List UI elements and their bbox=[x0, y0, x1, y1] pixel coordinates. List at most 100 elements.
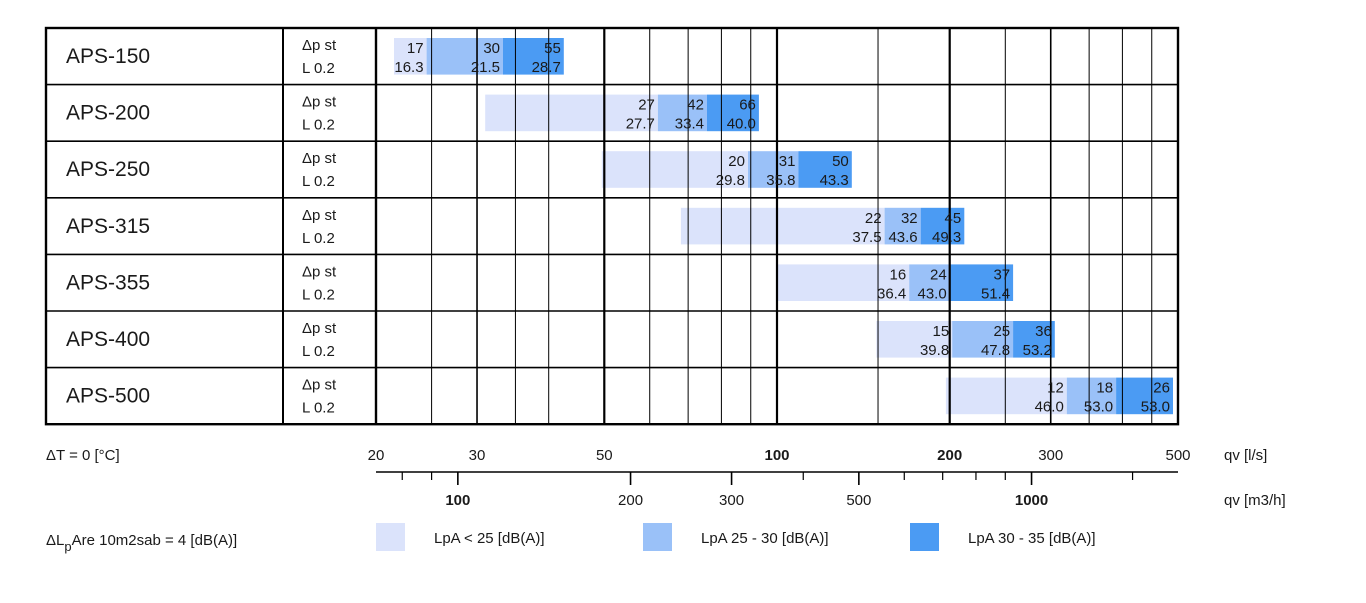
row-model-label: APS-500 bbox=[66, 385, 150, 408]
segment-dp-value: 27 bbox=[638, 97, 655, 114]
row-param-l: L 0.2 bbox=[302, 60, 335, 77]
row-param-l: L 0.2 bbox=[302, 117, 335, 134]
axes-layer: 20 30 50 100 200 300 500 qv [l/s] 100 200 300 500 10… bbox=[368, 447, 1286, 509]
ls-tick-label: 30 bbox=[469, 447, 486, 464]
segment-dp-value: 42 bbox=[687, 97, 704, 114]
bar-segment-aps-500-1 bbox=[945, 377, 1067, 415]
row-param-dp: Δp st bbox=[302, 94, 337, 111]
segment-dp-value: 31 bbox=[779, 153, 796, 170]
row-param-dp: Δp st bbox=[302, 207, 337, 224]
bar-segment-aps-500-3 bbox=[1116, 377, 1173, 415]
ls-tick-label: 200 bbox=[937, 447, 962, 464]
segment-labels-layer: 17 16.3 30 21.5 55 28.7 27 27.7 42 33.4 66 40.0 20 29… bbox=[394, 40, 1170, 416]
segment-l-value: 43.3 bbox=[820, 172, 849, 189]
segment-dp-value: 22 bbox=[865, 210, 882, 227]
segment-l-value: 37.5 bbox=[852, 229, 881, 246]
row-param-l: L 0.2 bbox=[302, 343, 335, 360]
range-bars-layer bbox=[394, 38, 1173, 415]
table-border bbox=[44, 26, 1180, 426]
segment-l-value: 43.0 bbox=[917, 285, 946, 302]
m3h-axis-unit: qv [m3/h] bbox=[1224, 492, 1286, 509]
row-model-label: APS-355 bbox=[66, 271, 150, 294]
row-param-dp: Δp st bbox=[302, 377, 337, 394]
bar-segment-aps-400-1 bbox=[876, 321, 953, 358]
table-frame bbox=[44, 26, 1180, 426]
bar-segment-aps-150-2 bbox=[426, 38, 504, 75]
segment-dp-value: 50 bbox=[832, 153, 849, 170]
segment-dp-value: 15 bbox=[932, 323, 949, 340]
row-param-l: L 0.2 bbox=[302, 400, 335, 417]
bar-segment-aps-315-1 bbox=[680, 207, 885, 245]
row-param-dp: Δp st bbox=[302, 150, 337, 167]
segment-l-value: 16.3 bbox=[394, 59, 423, 76]
row-param-dp: Δp st bbox=[302, 320, 337, 337]
legend-swatch-1 bbox=[376, 523, 405, 551]
legend-label-2: LpA 25 - 30 [dB(A)] bbox=[701, 530, 829, 547]
bar-segment-aps-200-1 bbox=[485, 94, 658, 132]
row-model-label: APS-200 bbox=[66, 102, 150, 125]
segment-l-value: 33.4 bbox=[675, 116, 704, 133]
bar-segment-aps-150-1 bbox=[394, 38, 427, 75]
legend-label-1: LpA < 25 [dB(A)] bbox=[434, 530, 545, 547]
ls-tick-label: 300 bbox=[1038, 447, 1063, 464]
bar-segment-aps-315-3 bbox=[920, 207, 965, 245]
bar-segment-aps-250-3 bbox=[798, 151, 852, 188]
bar-segment-aps-200-2 bbox=[657, 94, 707, 132]
bar-segment-aps-355-1 bbox=[777, 264, 910, 301]
legend-label-3: LpA 30 - 35 [dB(A)] bbox=[968, 530, 1096, 547]
segment-l-value: 49.3 bbox=[932, 229, 961, 246]
delta-lp-label: ΔLpAre 10m2sab = 4 [dB(A)] bbox=[46, 532, 237, 554]
m3h-tick-label: 200 bbox=[618, 492, 643, 509]
segment-dp-value: 66 bbox=[739, 97, 756, 114]
row-model-label: APS-250 bbox=[66, 158, 150, 181]
bar-segment-aps-355-2 bbox=[909, 264, 950, 301]
segment-l-value: 29.8 bbox=[716, 172, 745, 189]
segment-dp-value: 18 bbox=[1096, 380, 1113, 397]
footer-layer: ΔT = 0 [°C] ΔLpAre 10m2sab = 4 [dB(A)] bbox=[46, 447, 237, 554]
segment-l-value: 21.5 bbox=[471, 59, 500, 76]
row-param-l: L 0.2 bbox=[302, 286, 335, 303]
legend-swatch-2 bbox=[643, 523, 672, 551]
bar-segment-aps-150-3 bbox=[503, 38, 564, 75]
m3h-tick-label: 100 bbox=[445, 492, 470, 509]
m3h-tick-label: 300 bbox=[719, 492, 744, 509]
row-model-label: APS-150 bbox=[66, 45, 150, 68]
segment-dp-value: 17 bbox=[407, 40, 424, 57]
segment-l-value: 35.8 bbox=[766, 172, 795, 189]
segment-l-value: 27.7 bbox=[626, 116, 655, 133]
ls-tick-label: 20 bbox=[368, 447, 385, 464]
bar-segment-aps-250-1 bbox=[601, 151, 748, 188]
segment-dp-value: 37 bbox=[993, 266, 1010, 283]
segment-dp-value: 20 bbox=[728, 153, 745, 170]
segment-l-value: 53.0 bbox=[1141, 399, 1170, 416]
segment-dp-value: 30 bbox=[483, 40, 500, 57]
row-param-dp: Δp st bbox=[302, 263, 337, 280]
segment-dp-value: 26 bbox=[1153, 380, 1170, 397]
row-labels-layer: APS-150 Δp st L 0.2 APS-200 Δp st L 0.2 APS-25… bbox=[66, 37, 337, 417]
row-param-dp: Δp st bbox=[302, 37, 337, 54]
ls-tick-label: 500 bbox=[1165, 447, 1190, 464]
row-param-l: L 0.2 bbox=[302, 173, 335, 190]
row-param-l: L 0.2 bbox=[302, 230, 335, 247]
segment-l-value: 39.8 bbox=[920, 342, 949, 359]
segment-dp-value: 16 bbox=[890, 266, 907, 283]
segment-dp-value: 45 bbox=[945, 210, 962, 227]
m3h-tick-label: 500 bbox=[846, 492, 871, 509]
segment-l-value: 53.2 bbox=[1023, 342, 1052, 359]
row-model-label: APS-400 bbox=[66, 328, 150, 351]
segment-l-value: 46.0 bbox=[1035, 399, 1064, 416]
row-model-label: APS-315 bbox=[66, 215, 150, 238]
segment-l-value: 40.0 bbox=[727, 116, 756, 133]
bar-segment-aps-315-2 bbox=[884, 207, 921, 245]
bar-segment-aps-400-2 bbox=[952, 321, 1014, 358]
bar-segment-aps-500-2 bbox=[1066, 377, 1117, 415]
segment-l-value: 43.6 bbox=[888, 229, 917, 246]
ls-tick-label: 100 bbox=[764, 447, 789, 464]
segment-dp-value: 25 bbox=[993, 323, 1010, 340]
segment-dp-value: 55 bbox=[544, 40, 561, 57]
segment-l-value: 47.8 bbox=[981, 342, 1010, 359]
segment-dp-value: 24 bbox=[930, 266, 947, 283]
m3h-tick-label: 1000 bbox=[1015, 492, 1048, 509]
ls-tick-label: 50 bbox=[596, 447, 613, 464]
